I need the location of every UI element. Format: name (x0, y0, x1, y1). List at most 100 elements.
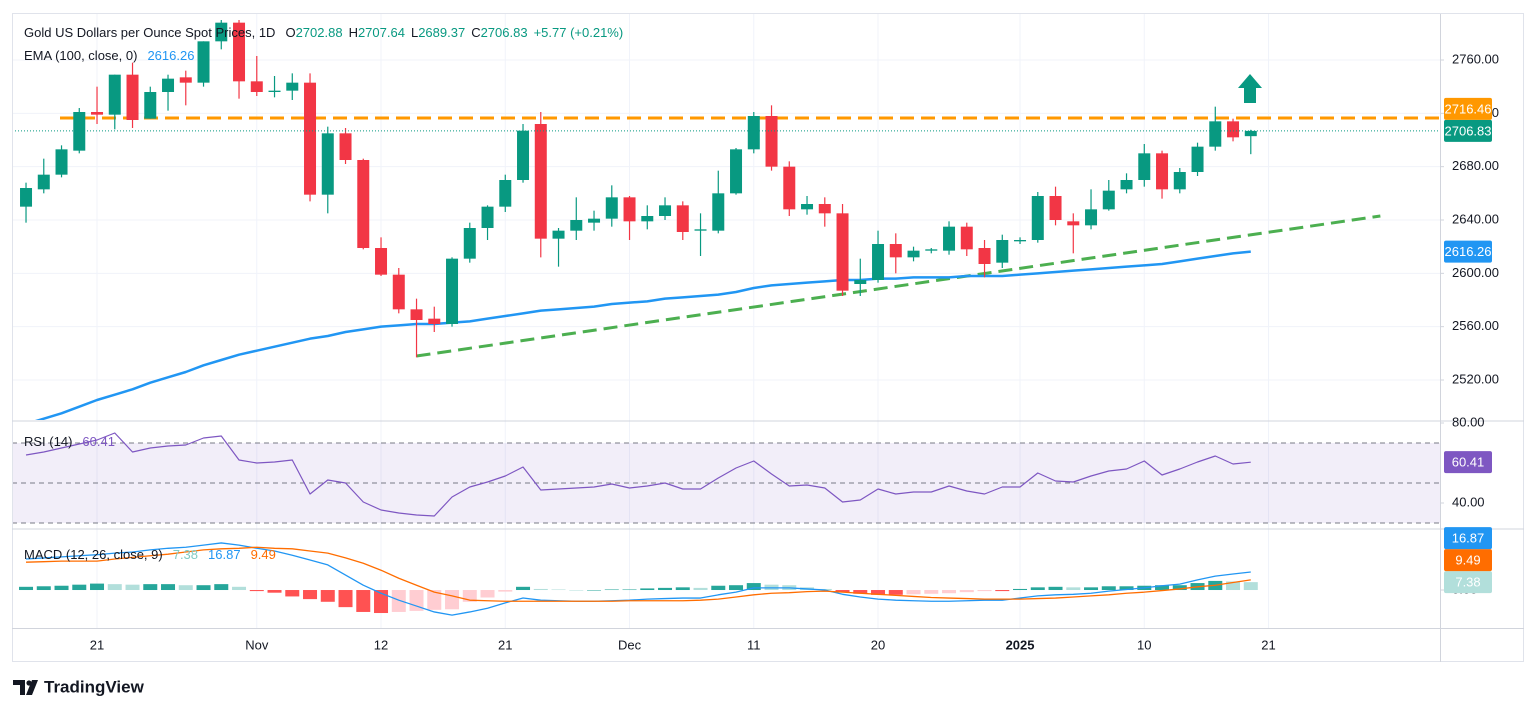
candle-body (197, 41, 210, 83)
macd-histogram-bar (54, 585, 69, 591)
change-label: +5.77 (+0.21%) (534, 25, 624, 40)
macd-histogram-bar (445, 590, 460, 610)
legend-hist-value: 7.38 (173, 547, 198, 562)
price-box-label: 60.41 (1452, 455, 1485, 470)
ohlc-value: 2707.64 (358, 25, 405, 40)
y-tick-label: 2680.00 (1452, 158, 1499, 173)
price-box-label: 16.87 (1452, 531, 1485, 546)
candle-body (410, 309, 423, 320)
legend-ema-value: 2616.26 (147, 48, 194, 63)
candle-body (517, 130, 530, 180)
macd-histogram-bar (196, 585, 211, 591)
candle-body (818, 204, 831, 214)
macd-histogram-bar (427, 590, 442, 610)
price-box-label: 2706.83 (1445, 123, 1492, 138)
candle-body (357, 160, 370, 248)
candle-body (854, 280, 867, 284)
candle-body (960, 226, 973, 250)
macd-histogram-bar (640, 588, 655, 591)
macd-histogram-bar (1030, 587, 1045, 591)
signal-line (26, 546, 1251, 602)
price-box-label: 2716.46 (1445, 101, 1492, 116)
macd-histogram-bar (693, 587, 708, 591)
candle-body (499, 180, 512, 207)
macd-histogram-bar (516, 586, 531, 591)
ohlc-value: 2689.37 (418, 25, 465, 40)
legend-rsi-value: 60.41 (82, 434, 115, 449)
price-box (1444, 571, 1492, 594)
candle-body (1209, 121, 1222, 147)
candle-body (694, 229, 707, 231)
candle-body (304, 82, 317, 195)
macd-histogram-bar (587, 590, 602, 591)
macd-histogram-bar (19, 586, 34, 591)
candle-body (268, 90, 281, 92)
ohlc-letter: O (285, 25, 295, 40)
macd-histogram-bar (1101, 586, 1116, 591)
candle-body (659, 205, 672, 216)
x-tick-label: 21 (498, 637, 512, 652)
candle-body (392, 274, 405, 310)
candle-body (978, 248, 991, 264)
macd-histogram-bar (746, 583, 761, 591)
candle-body (108, 74, 121, 115)
macd-histogram-bar (711, 585, 726, 591)
candle-body (144, 92, 157, 119)
price-box-label: 7.38 (1455, 575, 1480, 590)
candle-body (37, 174, 50, 190)
macd-histogram-bar (285, 590, 300, 597)
candle-body (179, 77, 192, 83)
macd-histogram-bar (551, 589, 566, 591)
candle-body (233, 22, 246, 82)
price-pane (12, 20, 1440, 420)
macd-histogram-bar (959, 590, 974, 593)
candle-body (730, 149, 743, 194)
candle-body (286, 82, 299, 91)
candle-body (605, 197, 618, 219)
price-box (1444, 240, 1492, 263)
macd-histogram-bar (658, 587, 673, 591)
y-tick-label: 2520.00 (1452, 371, 1499, 386)
macd-histogram-bar (533, 588, 548, 591)
macd-histogram-bar (1172, 585, 1187, 591)
candle-body (481, 206, 494, 228)
macd-histogram-bar (835, 590, 850, 593)
legend-signal-value: 9.49 (251, 547, 276, 562)
macd-histogram-bar (1155, 585, 1170, 591)
candle-body (339, 133, 352, 160)
macd-histogram-bar (871, 590, 886, 595)
candle-body (943, 226, 956, 251)
x-tick-label: 10 (1137, 637, 1151, 652)
x-tick-label: 21 (1261, 637, 1275, 652)
macd-histogram-bar (729, 585, 744, 591)
candle-body (1067, 221, 1080, 226)
macd-histogram-bar (72, 584, 87, 591)
candle-body (1120, 180, 1133, 190)
price-box (1444, 549, 1492, 572)
candle-body (747, 116, 760, 150)
macd-histogram-bar (675, 587, 690, 591)
legend-macd-name: MACD (12, 26, close, 9) (24, 547, 163, 562)
macd-histogram-bar (942, 590, 957, 594)
candle-body (872, 244, 885, 280)
candle-body (428, 318, 441, 324)
macd-line (25, 542, 1251, 616)
legend-main: Gold US Dollars per Ounce Spot Prices, 1… (24, 25, 623, 40)
candle-body (73, 112, 86, 151)
candle-body (534, 124, 547, 239)
macd-histogram-bar (36, 586, 51, 591)
macd-histogram-bar (622, 589, 637, 591)
candle-body (641, 216, 654, 222)
y-tick-label: 40.00 (1452, 494, 1485, 509)
chart-title: Gold US Dollars per Ounce Spot Prices, 1… (24, 25, 275, 40)
macd-pane (19, 542, 1258, 616)
macd-histogram-bar (214, 584, 229, 591)
labels-layer: Gold US Dollars per Ounce Spot Prices, 1… (13, 25, 1499, 696)
legend-ema-name: EMA (100, close, 0) (24, 48, 137, 63)
macd-histogram-bar (107, 584, 122, 591)
candle-body (375, 248, 388, 275)
candle-body (321, 133, 334, 195)
